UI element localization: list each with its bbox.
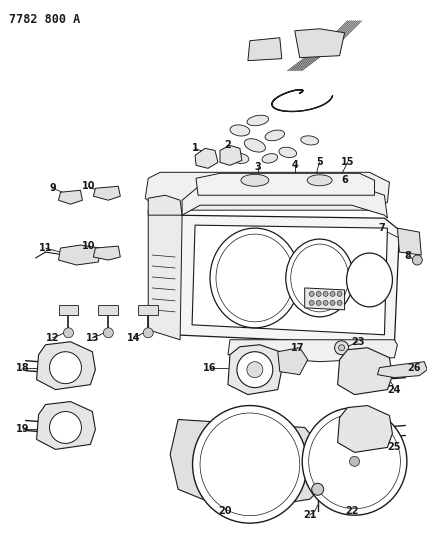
Circle shape <box>412 255 422 265</box>
Text: 21: 21 <box>303 510 316 520</box>
Polygon shape <box>196 173 374 195</box>
Text: 6: 6 <box>341 175 348 185</box>
Polygon shape <box>220 146 242 165</box>
Circle shape <box>337 292 342 296</box>
Text: 17: 17 <box>291 343 304 353</box>
Text: 26: 26 <box>407 362 421 373</box>
Circle shape <box>143 328 153 338</box>
Text: 5: 5 <box>316 157 323 167</box>
Circle shape <box>335 341 348 355</box>
Polygon shape <box>145 172 389 210</box>
Text: 8: 8 <box>404 251 411 261</box>
Ellipse shape <box>230 125 250 136</box>
Text: 11: 11 <box>39 243 52 253</box>
Ellipse shape <box>247 115 269 126</box>
Circle shape <box>323 292 328 296</box>
Text: 9: 9 <box>49 183 56 193</box>
Ellipse shape <box>262 154 278 163</box>
Polygon shape <box>248 38 282 61</box>
Circle shape <box>339 345 345 351</box>
Polygon shape <box>36 401 95 449</box>
Text: 4: 4 <box>291 160 298 171</box>
Ellipse shape <box>307 175 332 186</box>
Ellipse shape <box>291 244 348 312</box>
Text: 1: 1 <box>192 143 199 154</box>
Text: 25: 25 <box>388 442 401 453</box>
Text: 10: 10 <box>82 181 95 191</box>
Text: 2: 2 <box>225 140 231 150</box>
Polygon shape <box>398 228 421 255</box>
Circle shape <box>50 352 81 384</box>
Polygon shape <box>36 342 95 390</box>
Circle shape <box>237 352 273 387</box>
Text: 7782 800 A: 7782 800 A <box>9 13 80 26</box>
Polygon shape <box>59 190 83 204</box>
Polygon shape <box>338 348 392 394</box>
Polygon shape <box>278 348 308 375</box>
Circle shape <box>309 301 314 305</box>
Ellipse shape <box>231 154 249 164</box>
Ellipse shape <box>244 139 266 151</box>
Ellipse shape <box>302 408 407 515</box>
Polygon shape <box>93 246 120 260</box>
Text: 24: 24 <box>388 385 401 394</box>
Ellipse shape <box>279 147 297 157</box>
Text: 15: 15 <box>341 157 354 167</box>
Polygon shape <box>228 340 398 362</box>
Circle shape <box>323 301 328 305</box>
Polygon shape <box>192 225 387 335</box>
Ellipse shape <box>309 414 400 508</box>
Text: 19: 19 <box>16 424 30 434</box>
Circle shape <box>330 301 335 305</box>
Polygon shape <box>170 419 330 506</box>
Ellipse shape <box>241 174 269 186</box>
Ellipse shape <box>347 253 392 307</box>
Polygon shape <box>305 288 345 310</box>
Polygon shape <box>148 195 182 215</box>
Circle shape <box>316 301 321 305</box>
Text: 7: 7 <box>378 223 385 233</box>
Circle shape <box>316 292 321 296</box>
Ellipse shape <box>301 135 318 146</box>
Polygon shape <box>148 210 182 340</box>
Circle shape <box>103 328 113 338</box>
Polygon shape <box>295 29 345 58</box>
Polygon shape <box>138 305 158 315</box>
Polygon shape <box>93 186 120 200</box>
Ellipse shape <box>265 130 285 141</box>
Ellipse shape <box>286 239 354 317</box>
Circle shape <box>337 301 342 305</box>
Polygon shape <box>195 148 218 168</box>
Polygon shape <box>182 183 387 218</box>
Text: 22: 22 <box>345 506 358 516</box>
Text: 16: 16 <box>203 362 217 373</box>
Circle shape <box>312 483 324 495</box>
Circle shape <box>247 362 263 378</box>
Polygon shape <box>98 305 118 315</box>
Circle shape <box>309 292 314 296</box>
Ellipse shape <box>193 406 307 523</box>
Circle shape <box>50 411 81 443</box>
Text: 13: 13 <box>86 333 99 343</box>
Polygon shape <box>377 362 427 378</box>
Text: 12: 12 <box>46 333 59 343</box>
Polygon shape <box>228 345 282 394</box>
Circle shape <box>350 456 360 466</box>
Polygon shape <box>338 406 392 453</box>
Text: 18: 18 <box>16 362 30 373</box>
Text: 14: 14 <box>127 333 140 343</box>
Circle shape <box>63 328 74 338</box>
Text: 3: 3 <box>255 163 261 172</box>
Circle shape <box>330 292 335 296</box>
Ellipse shape <box>210 228 300 328</box>
Text: 10: 10 <box>82 241 95 251</box>
Text: 20: 20 <box>218 506 232 516</box>
Polygon shape <box>172 215 399 345</box>
Ellipse shape <box>200 413 300 516</box>
Polygon shape <box>59 305 78 315</box>
Polygon shape <box>59 245 101 265</box>
Text: 23: 23 <box>351 337 364 347</box>
Ellipse shape <box>216 234 294 322</box>
